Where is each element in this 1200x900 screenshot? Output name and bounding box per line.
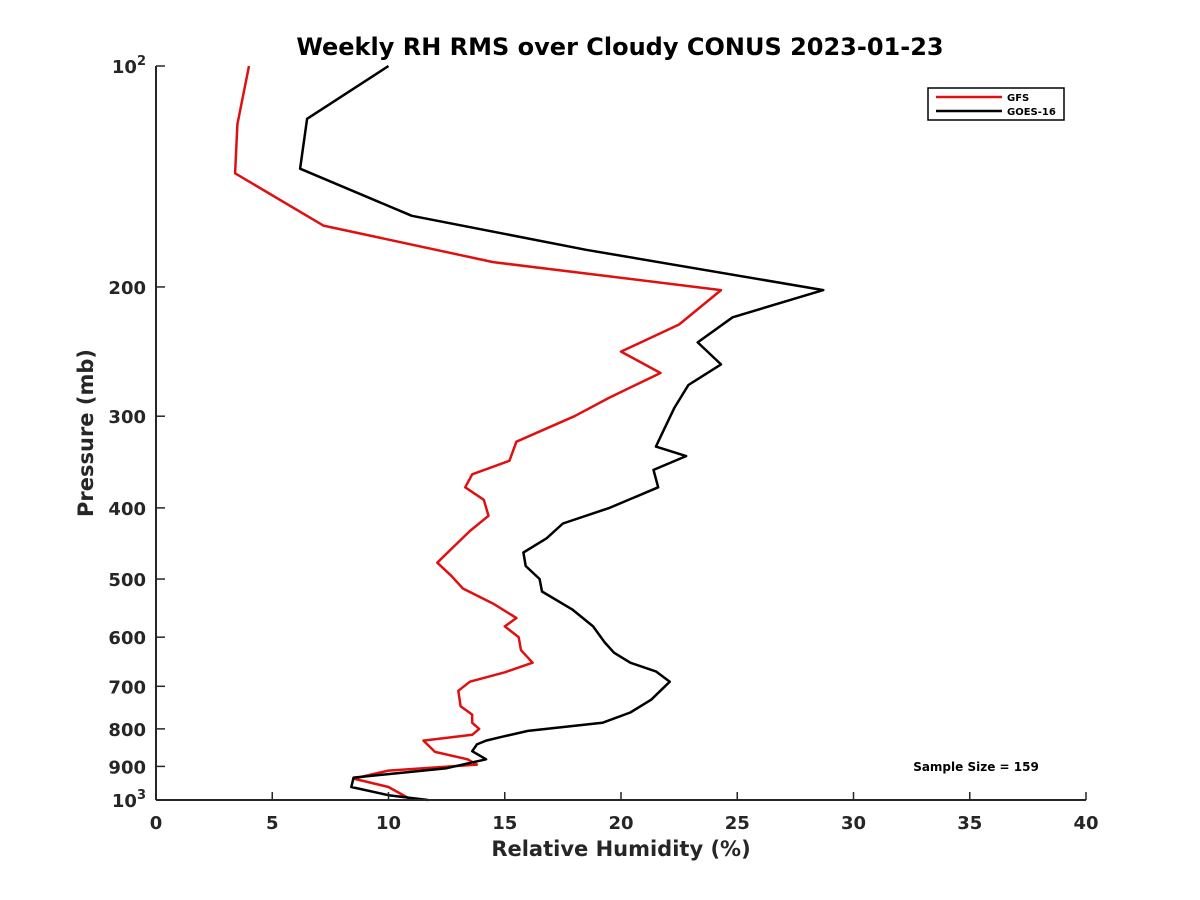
y-tick-label: 500	[108, 570, 146, 591]
y-tick-label: 400	[108, 499, 146, 520]
x-tick-label: 20	[608, 813, 633, 834]
x-tick-label: 40	[1073, 813, 1098, 834]
y-tick-label: 600	[108, 628, 146, 649]
chart-title: Weekly RH RMS over Cloudy CONUS 2023-01-…	[296, 33, 943, 61]
y-tick-label: 200	[108, 278, 146, 299]
legend-label-goes16: GOES-16	[1007, 107, 1056, 118]
x-tick-label: 30	[841, 813, 866, 834]
y-tick-label: 800	[108, 720, 146, 741]
x-tick-label: 0	[150, 813, 163, 834]
x-tick-label: 5	[266, 813, 279, 834]
y-tick-label: 103	[112, 788, 146, 812]
plot-area	[233, 64, 825, 802]
sample-size-annotation: Sample Size = 159	[913, 760, 1039, 774]
series-line-goes16	[298, 64, 825, 802]
y-ticks: 102 200 300 400 500 600 700 800 900 103	[108, 54, 165, 812]
legend: GFS GOES-16	[927, 87, 1065, 121]
x-tick-label: 35	[957, 813, 982, 834]
x-ticks: 0 5 10 15 20 25 30 35 40	[150, 792, 1099, 834]
x-tick-label: 15	[492, 813, 517, 834]
y-tick-label: 102	[112, 54, 146, 78]
axes	[155, 66, 1086, 801]
y-tick-label: 700	[108, 677, 146, 698]
y-tick-label: 900	[108, 757, 146, 778]
y-tick-label: 300	[108, 407, 146, 428]
x-tick-label: 25	[725, 813, 750, 834]
x-axis-label: Relative Humidity (%)	[491, 837, 750, 861]
y-axis-label: Pressure (mb)	[74, 349, 98, 517]
x-tick-label: 10	[376, 813, 401, 834]
series-line-gfs	[233, 65, 723, 802]
legend-box	[927, 87, 1065, 121]
legend-label-gfs: GFS	[1007, 93, 1029, 104]
